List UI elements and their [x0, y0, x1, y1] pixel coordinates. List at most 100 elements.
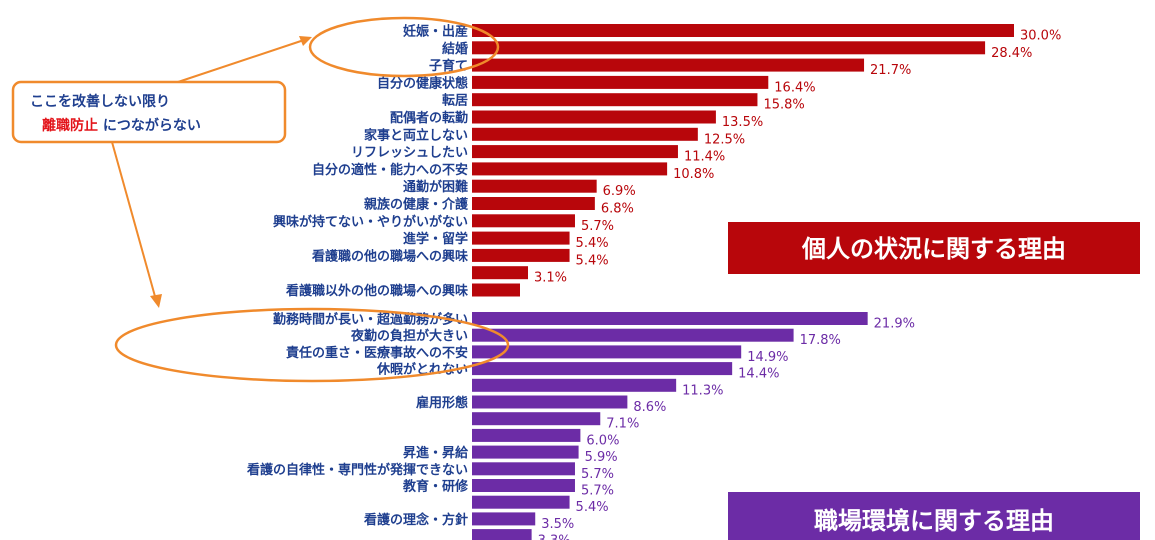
value-label-personal-1: 28.4% — [991, 46, 1032, 61]
callout-arrowhead-top — [299, 36, 312, 46]
value-label-personal-12: 5.4% — [576, 236, 609, 251]
bar-workplace-4 — [472, 378, 677, 392]
category-label-workplace-0: 勤務時間が長い・超過勤務が多い — [273, 312, 468, 328]
bar-workplace-11 — [472, 495, 570, 509]
category-label-personal-15: 看護職以外の他の職場への興味 — [286, 283, 468, 299]
value-label-personal-6: 12.5% — [704, 132, 745, 147]
value-labels-layer: 30.0% 28.4% 21.7% 16.4% 15.8%13.5% 12.5% 11.4%… — [534, 29, 1061, 540]
bar-workplace-6 — [472, 412, 601, 426]
category-label-workplace-1: 夜勤の負担が大きい — [350, 328, 468, 344]
bar-personal-14 — [472, 266, 529, 280]
callout-line2-rest: につながらない — [98, 117, 201, 134]
bar-workplace-9 — [472, 462, 575, 476]
category-label-personal-13: 看護職の他の職場への興味 — [312, 248, 468, 264]
value-label-workplace-10: 5.7% — [581, 484, 614, 499]
category-label-personal-4: 転居 — [442, 93, 468, 109]
bar-personal-0 — [472, 24, 1014, 37]
category-label-workplace-3: 休暇がとれない — [376, 362, 468, 378]
bar-workplace-12 — [472, 512, 536, 526]
category-label-workplace-9: 看護の自律性・専門性が発揮できない — [247, 462, 468, 478]
bar-personal-1 — [472, 41, 986, 55]
value-label-personal-5: 13.5% — [722, 115, 763, 130]
bar-personal-7 — [472, 145, 678, 159]
value-label-personal-8: 10.8% — [673, 167, 714, 182]
category-label-personal-12: 進学・留学 — [403, 231, 468, 247]
category-label-workplace-8: 昇進・昇給 — [403, 445, 469, 461]
category-label-personal-10: 親族の健康・介護 — [364, 197, 469, 213]
bar-personal-8 — [472, 162, 668, 176]
bar-workplace-3 — [472, 362, 733, 376]
bar-personal-12 — [472, 231, 570, 245]
callout: ここを改善しない限り 離職防止 につながらない — [11, 16, 510, 383]
callout-ellipse-top — [308, 16, 500, 78]
value-label-workplace-6: 7.1% — [606, 417, 639, 432]
value-label-personal-11: 5.7% — [581, 219, 614, 234]
callout-arrowhead-bottom — [150, 294, 162, 308]
legend-personal: 個人の状況に関する理由 — [801, 235, 1066, 263]
bars-layer — [472, 24, 1014, 540]
category-label-personal-3: 自分の健康状態 — [377, 75, 468, 91]
callout-ellipse-bottom — [114, 307, 510, 383]
bar-workplace-0 — [472, 312, 868, 325]
legend-box-workplace — [728, 492, 1140, 540]
bar-personal-5 — [472, 110, 716, 124]
value-label-workplace-7: 6.0% — [586, 433, 619, 448]
value-label-workplace-1: 17.8% — [800, 333, 841, 348]
value-label-workplace-0: 21.9% — [874, 317, 915, 332]
category-label-workplace-12: 看護の理念・方針 — [364, 512, 468, 528]
value-label-personal-3: 16.4% — [774, 80, 815, 95]
value-label-workplace-5: 8.6% — [633, 400, 666, 415]
bar-workplace-10 — [472, 479, 575, 492]
category-label-workplace-2: 責任の重さ・医療事故への不安 — [286, 345, 468, 361]
value-label-workplace-4: 11.3% — [682, 383, 723, 398]
value-label-workplace-2: 14.9% — [747, 350, 788, 365]
category-label-personal-11: 興味が持てない・やりがいがない — [273, 214, 468, 230]
category-label-personal-8: 自分の適性・能力への不安 — [312, 162, 468, 178]
category-label-workplace-10: 教育・研修 — [402, 479, 469, 495]
value-label-personal-4: 15.8% — [763, 98, 804, 113]
value-label-personal-2: 21.7% — [870, 63, 911, 78]
value-label-personal-0: 30.0% — [1020, 29, 1061, 44]
category-label-personal-6: 家事と両立しない — [364, 127, 468, 143]
bar-personal-2 — [472, 58, 865, 72]
callout-line2-red: 離職防止 — [42, 117, 98, 134]
callout-arrow-bottom — [111, 141, 157, 301]
value-label-workplace-8: 5.9% — [585, 450, 618, 465]
bar-workplace-13 — [472, 529, 532, 540]
legend-box-personal — [728, 222, 1140, 274]
category-label-personal-5: 配偶者の転勤 — [390, 110, 468, 126]
bar-personal-6 — [472, 127, 698, 141]
value-label-workplace-9: 5.7% — [581, 467, 614, 482]
callout-line1: ここを改善しない限り — [30, 93, 170, 110]
bar-workplace-5 — [472, 395, 628, 409]
category-label-workplace-5: 雇用形態 — [416, 395, 468, 411]
bar-personal-4 — [472, 93, 758, 107]
callout-line2: 離職防止 につながらない — [42, 117, 201, 134]
value-label-workplace-13: 3.3% — [538, 534, 571, 540]
callout-box — [11, 80, 287, 144]
callout-arrow-top — [177, 39, 305, 83]
bar-personal-13 — [472, 248, 570, 262]
bar-personal-10 — [472, 197, 595, 210]
value-label-personal-9: 6.9% — [603, 184, 636, 199]
category-label-personal-1: 結婚 — [442, 41, 468, 57]
value-label-personal-10: 6.8% — [601, 202, 634, 217]
bar-personal-9 — [472, 179, 597, 193]
bar-workplace-8 — [472, 445, 579, 459]
category-label-personal-9: 通勤が困難 — [403, 179, 468, 195]
value-label-workplace-11: 5.4% — [576, 500, 609, 515]
value-label-personal-14: 3.1% — [534, 271, 567, 286]
bar-personal-11 — [472, 214, 575, 228]
value-label-personal-13: 5.4% — [576, 253, 609, 268]
bar-personal-15 — [472, 283, 520, 297]
value-label-personal-7: 11.4% — [684, 150, 725, 165]
value-label-workplace-3: 14.4% — [738, 367, 779, 382]
bar-workplace-1 — [472, 328, 794, 342]
legend-workplace: 職場環境に関する理由 — [814, 507, 1054, 535]
category-label-personal-0: 妊娠・出産 — [403, 24, 468, 40]
bar-workplace-7 — [472, 428, 581, 442]
bar-workplace-2 — [472, 345, 742, 359]
value-label-workplace-12: 3.5% — [541, 517, 574, 532]
bar-personal-3 — [472, 75, 769, 89]
